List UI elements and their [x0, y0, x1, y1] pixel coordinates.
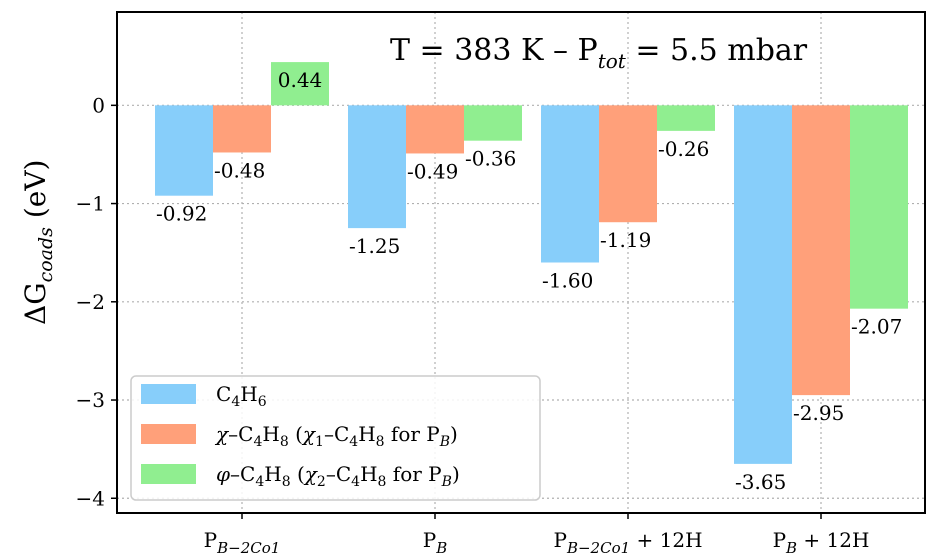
- legend-entry-chi-c4h8: χ–C4H8 (χ1–C4H8 for PB): [214, 422, 458, 450]
- bar: [213, 105, 271, 153]
- y-tick-label: −4: [76, 486, 105, 510]
- bar: [850, 105, 908, 309]
- x-tick-label-pb: PB: [423, 528, 448, 554]
- bar-value-label: -0.36: [465, 147, 516, 171]
- bar-value-label: -1.60: [542, 269, 593, 293]
- bar: [155, 105, 213, 196]
- legend-swatch-c4h6: [141, 384, 196, 404]
- y-tick-label: 0: [92, 93, 105, 117]
- bar: [599, 105, 657, 223]
- y-tick-label: −2: [76, 290, 105, 314]
- data-labels: -0.92 -1.25 -1.60 -3.65 -0.48 -0.49 -1.19 -2.95…: [156, 68, 902, 494]
- bar-value-label: 0.44: [278, 68, 323, 92]
- x-tick-labels: PB−2Co1 PB PB−2Co1 + 12H PB + 12H: [204, 528, 870, 554]
- x-tick-label-pb-12h: PB + 12H: [773, 528, 870, 554]
- bar: [406, 105, 464, 154]
- legend-box: [130, 375, 541, 501]
- y-tick-label: −1: [76, 192, 105, 216]
- y-tick-label: −3: [76, 388, 105, 412]
- bar-value-label: -0.48: [214, 158, 265, 182]
- legend-swatch-phi-c4h8: [141, 464, 196, 484]
- legend-swatch-chi-c4h8: [141, 424, 196, 444]
- bar-value-label: -0.26: [658, 137, 709, 161]
- bar-value-label: -1.19: [600, 228, 651, 252]
- bar: [348, 105, 406, 229]
- axes: 0 −1 −2 −3 −4: [76, 11, 926, 519]
- plot-frame: [116, 11, 926, 514]
- bar: [792, 105, 850, 396]
- bar: [271, 62, 329, 106]
- legend-entry-phi-c4h8: φ–C4H8 (χ2–C4H8 for PB): [216, 462, 460, 490]
- legend-entry-c4h6: C4H6: [216, 382, 267, 410]
- x-tick-label-pb2co1: PB−2Co1: [204, 528, 281, 554]
- bar: [734, 105, 792, 464]
- bar: [464, 105, 522, 141]
- bar-value-label: -2.95: [793, 401, 844, 425]
- bar: [541, 105, 599, 263]
- bar-value-label: -0.49: [407, 159, 458, 183]
- bar: [657, 105, 715, 131]
- bar-value-label: -3.65: [735, 470, 786, 494]
- bar-value-label: -2.07: [851, 315, 902, 339]
- y-axis-label: ΔGcoads (eV): [19, 160, 57, 325]
- legend: C4H6 χ–C4H8 (χ1–C4H8 for PB) φ–C4H8 (χ2–…: [130, 375, 541, 501]
- bars: [155, 62, 908, 464]
- bar-value-label: -0.92: [156, 202, 207, 226]
- bar-value-label: -1.25: [349, 234, 400, 258]
- x-tick-label-pb2co1-12h: PB−2Co1 + 12H: [553, 528, 702, 554]
- chart-title: T = 383 K – Ptot = 5.5 mbar: [390, 33, 808, 73]
